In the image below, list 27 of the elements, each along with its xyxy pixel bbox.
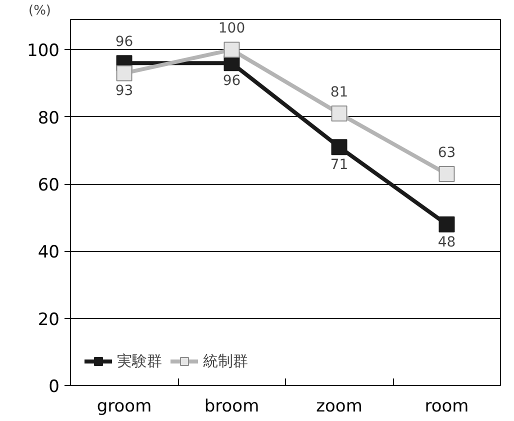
y-tick-label: 0 — [48, 377, 60, 397]
legend-label: 統制群 — [203, 352, 248, 370]
y-tick-label: 60 — [38, 176, 60, 196]
point — [331, 139, 348, 156]
y-tick-label: 80 — [38, 108, 60, 128]
legend-label: 実験群 — [117, 352, 162, 370]
y-tick-label: 100 — [27, 41, 60, 62]
data-label: 96 — [222, 73, 241, 90]
data-label: 63 — [438, 144, 456, 161]
point — [224, 42, 240, 58]
x-tick-label: zoom — [316, 396, 362, 416]
data-label: 81 — [330, 84, 348, 101]
x-tick-label: room — [424, 396, 469, 416]
point — [438, 166, 455, 182]
y-axis-title: (%) — [28, 4, 51, 18]
data-label: 100 — [218, 20, 246, 37]
y-tick-label: 20 — [38, 310, 60, 330]
data-label: 48 — [438, 234, 456, 250]
data-label: 93 — [115, 83, 134, 100]
data-label: 96 — [115, 34, 134, 50]
y-tick-label: 40 — [38, 242, 60, 263]
point — [331, 106, 348, 122]
point — [438, 216, 455, 232]
point — [116, 65, 132, 82]
x-tick-label: broom — [204, 396, 260, 416]
data-label: 71 — [330, 157, 348, 174]
x-tick-label: groom — [96, 396, 152, 416]
